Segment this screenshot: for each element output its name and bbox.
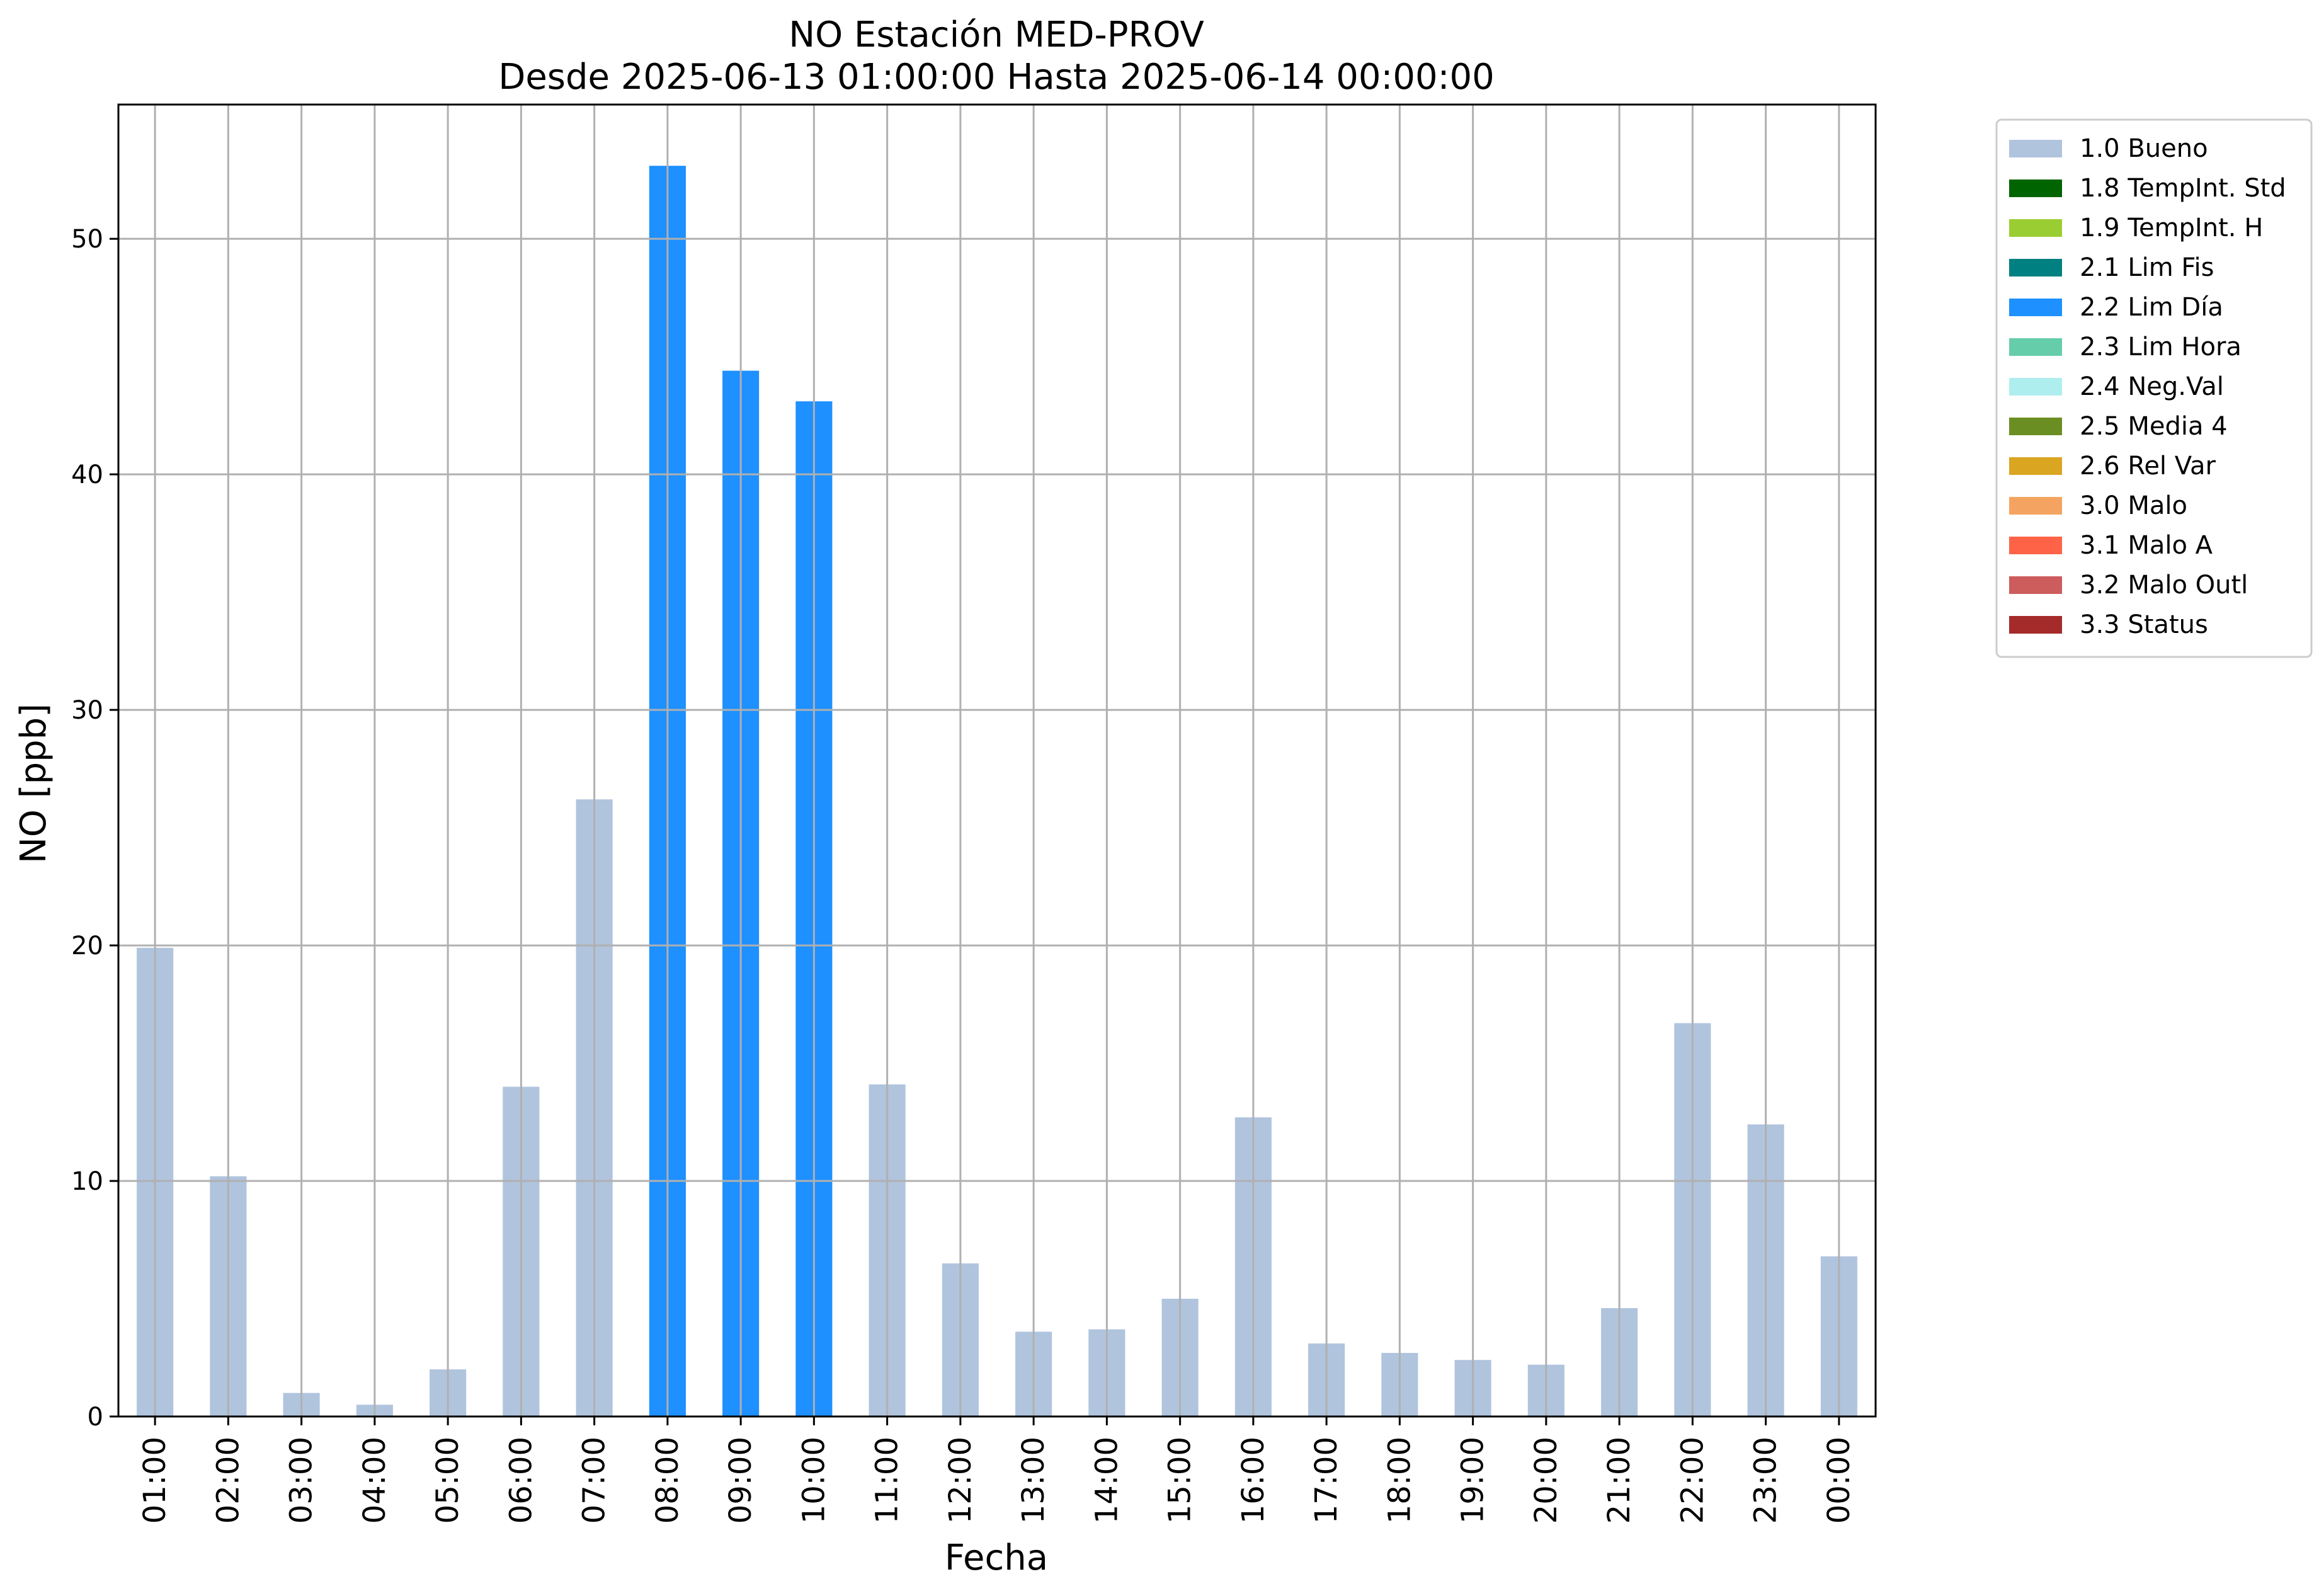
legend-label: 2.5 Media 4: [2080, 412, 2228, 441]
legend-label: 2.1 Lim Fis: [2080, 253, 2214, 282]
x-tick-label: 15:00: [1163, 1437, 1198, 1524]
x-tick-label: 12:00: [943, 1437, 978, 1524]
x-tick-label: 20:00: [1529, 1437, 1564, 1524]
y-axis-ticks: 0 10 20 30 40 50: [71, 225, 118, 1432]
legend-swatch: [2009, 140, 2062, 157]
chart-title: NO Estación MED-PROV: [789, 14, 1204, 55]
legend-swatch: [2009, 219, 2062, 237]
x-tick-label: 18:00: [1382, 1437, 1417, 1524]
x-tick-label: 09:00: [723, 1437, 758, 1524]
plot-area: [117, 103, 1877, 1418]
x-tick-label: 00:00: [1821, 1437, 1857, 1524]
legend-swatch: [2009, 457, 2062, 475]
legend-label: 2.6 Rel Var: [2080, 452, 2216, 481]
legend-label: 1.8 TempInt. Std: [2080, 174, 2286, 203]
legend-label: 3.3 Status: [2080, 610, 2208, 639]
gridlines: [118, 105, 1876, 1416]
legend-label: 2.2 Lim Día: [2080, 293, 2223, 322]
legend-swatch: [2009, 616, 2062, 634]
x-axis-ticks: 01:00 02:00 03:00 04:00 05:00 06:00 07:00 08:00…: [137, 1416, 1857, 1524]
x-tick-label: 05:00: [430, 1437, 465, 1524]
x-tick-label: 19:00: [1456, 1437, 1491, 1524]
x-tick-label: 13:00: [1016, 1437, 1051, 1524]
legend-swatch: [2009, 338, 2062, 356]
legend-label: 3.0 Malo: [2080, 491, 2187, 520]
x-tick-label: 22:00: [1675, 1437, 1710, 1524]
x-tick-label: 17:00: [1309, 1437, 1344, 1524]
legend-label: 2.3 Lim Hora: [2080, 333, 2242, 362]
y-tick-label: 30: [71, 696, 103, 725]
y-tick-label: 40: [71, 460, 103, 489]
x-tick-label: 07:00: [577, 1437, 612, 1524]
x-tick-label: 16:00: [1236, 1437, 1271, 1524]
x-tick-label: 03:00: [284, 1437, 319, 1524]
legend-swatch: [2009, 497, 2062, 515]
x-tick-label: 11:00: [870, 1437, 905, 1524]
legend-swatch: [2009, 418, 2062, 435]
legend: 1.0 Bueno 1.8 TempInt. Std 1.9 TempInt. H 2…: [1995, 118, 2313, 658]
x-tick-label: 02:00: [210, 1437, 246, 1524]
y-tick-label: 50: [71, 225, 103, 254]
x-tick-label: 06:00: [503, 1437, 538, 1524]
legend-label: 3.1 Malo A: [2080, 531, 2213, 560]
x-tick-label: 10:00: [796, 1437, 831, 1524]
x-tick-label: 01:00: [137, 1437, 173, 1524]
legend-swatch: [2009, 259, 2062, 276]
bars: [137, 166, 1857, 1417]
legend-label: 2.4 Neg.Val: [2080, 372, 2224, 401]
legend-swatch: [2009, 180, 2062, 197]
legend-label: 1.9 TempInt. H: [2080, 214, 2263, 242]
legend-label: 1.0 Bueno: [2080, 134, 2208, 163]
x-tick-label: 08:00: [650, 1437, 685, 1524]
y-axis-label: NO [ppb]: [13, 704, 54, 864]
x-tick-label: 23:00: [1748, 1437, 1784, 1524]
y-tick-label: 20: [71, 932, 103, 960]
x-axis-label: Fecha: [945, 1537, 1048, 1578]
y-tick-label: 10: [71, 1167, 103, 1196]
legend-swatch: [2009, 576, 2062, 594]
x-tick-label: 04:00: [357, 1437, 392, 1524]
legend-swatch: [2009, 299, 2062, 316]
legend-frame: [1995, 118, 2313, 658]
legend-label: 3.2 Malo Outl: [2080, 571, 2248, 600]
x-tick-label: 14:00: [1089, 1437, 1124, 1524]
legend-swatch: [2009, 378, 2062, 396]
x-tick-label: 21:00: [1602, 1437, 1637, 1524]
chart-subtitle: Desde 2025-06-13 01:00:00 Hasta 2025-06-…: [498, 57, 1495, 98]
legend-swatch: [2009, 537, 2062, 554]
y-tick-label: 0: [88, 1403, 103, 1432]
